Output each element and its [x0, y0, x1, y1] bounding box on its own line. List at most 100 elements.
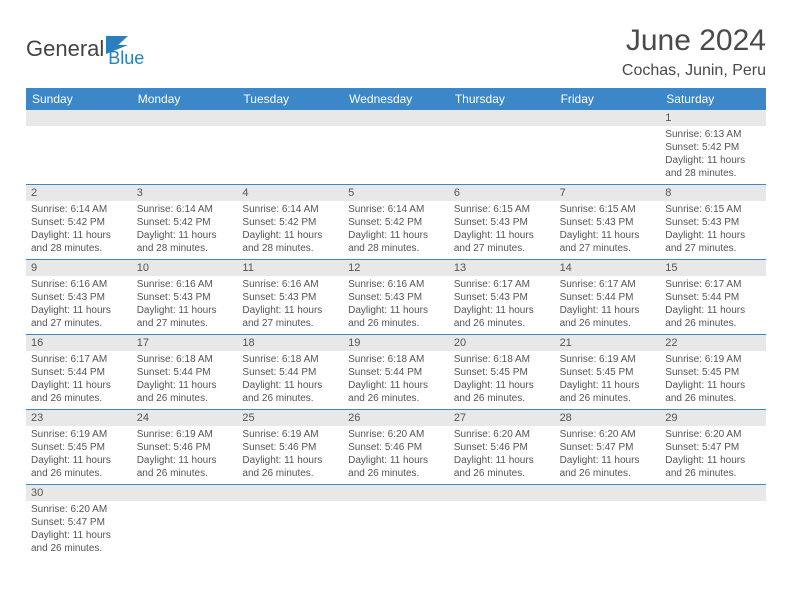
day-info: Sunrise: 6:17 AMSunset: 5:43 PMDaylight:…: [449, 276, 555, 334]
daylight-text: Daylight: 11 hours and 27 minutes.: [454, 229, 550, 255]
day-info: Sunrise: 6:19 AMSunset: 5:46 PMDaylight:…: [237, 426, 343, 484]
day-cell: 5Sunrise: 6:14 AMSunset: 5:42 PMDaylight…: [343, 185, 449, 259]
day-cell: [26, 110, 132, 184]
day-number: 28: [555, 410, 661, 426]
day-cell: 21Sunrise: 6:19 AMSunset: 5:45 PMDayligh…: [555, 335, 661, 409]
daylight-text: Daylight: 11 hours and 28 minutes.: [242, 229, 338, 255]
day-cell: 28Sunrise: 6:20 AMSunset: 5:47 PMDayligh…: [555, 410, 661, 484]
sunrise-text: Sunrise: 6:19 AM: [31, 428, 127, 441]
sunrise-text: Sunrise: 6:14 AM: [137, 203, 233, 216]
daylight-text: Daylight: 11 hours and 26 minutes.: [137, 379, 233, 405]
sunset-text: Sunset: 5:47 PM: [560, 441, 656, 454]
week-row: 30Sunrise: 6:20 AMSunset: 5:47 PMDayligh…: [26, 485, 766, 559]
day-info: Sunrise: 6:14 AMSunset: 5:42 PMDaylight:…: [132, 201, 238, 259]
sunrise-text: Sunrise: 6:15 AM: [665, 203, 761, 216]
daylight-text: Daylight: 11 hours and 26 minutes.: [348, 304, 444, 330]
week-row: 2Sunrise: 6:14 AMSunset: 5:42 PMDaylight…: [26, 185, 766, 260]
daylight-text: Daylight: 11 hours and 28 minutes.: [137, 229, 233, 255]
sunset-text: Sunset: 5:44 PM: [560, 291, 656, 304]
sunrise-text: Sunrise: 6:16 AM: [31, 278, 127, 291]
day-cell: 29Sunrise: 6:20 AMSunset: 5:47 PMDayligh…: [660, 410, 766, 484]
sunset-text: Sunset: 5:43 PM: [560, 216, 656, 229]
week-row: 16Sunrise: 6:17 AMSunset: 5:44 PMDayligh…: [26, 335, 766, 410]
daylight-text: Daylight: 11 hours and 26 minutes.: [31, 529, 127, 555]
day-info: Sunrise: 6:20 AMSunset: 5:47 PMDaylight:…: [26, 501, 132, 559]
sunset-text: Sunset: 5:43 PM: [454, 216, 550, 229]
day-number: 24: [132, 410, 238, 426]
daylight-text: Daylight: 11 hours and 26 minutes.: [665, 304, 761, 330]
day-number: [555, 110, 661, 126]
sunrise-text: Sunrise: 6:17 AM: [560, 278, 656, 291]
day-cell: 12Sunrise: 6:16 AMSunset: 5:43 PMDayligh…: [343, 260, 449, 334]
sunset-text: Sunset: 5:42 PM: [665, 141, 761, 154]
sunrise-text: Sunrise: 6:15 AM: [560, 203, 656, 216]
week-row: 23Sunrise: 6:19 AMSunset: 5:45 PMDayligh…: [26, 410, 766, 485]
calendar: SundayMondayTuesdayWednesdayThursdayFrid…: [26, 88, 766, 559]
day-number: 27: [449, 410, 555, 426]
sunrise-text: Sunrise: 6:19 AM: [137, 428, 233, 441]
sunset-text: Sunset: 5:46 PM: [137, 441, 233, 454]
sunrise-text: Sunrise: 6:14 AM: [242, 203, 338, 216]
day-number: [660, 485, 766, 501]
sunset-text: Sunset: 5:45 PM: [31, 441, 127, 454]
sunset-text: Sunset: 5:46 PM: [348, 441, 444, 454]
day-number: [555, 485, 661, 501]
weekday-header-cell: Monday: [132, 88, 238, 110]
sunrise-text: Sunrise: 6:20 AM: [348, 428, 444, 441]
logo-text-general: General: [26, 36, 104, 62]
sunrise-text: Sunrise: 6:14 AM: [31, 203, 127, 216]
day-cell: 20Sunrise: 6:18 AMSunset: 5:45 PMDayligh…: [449, 335, 555, 409]
day-cell: 10Sunrise: 6:16 AMSunset: 5:43 PMDayligh…: [132, 260, 238, 334]
weekday-header-cell: Saturday: [660, 88, 766, 110]
header: General Blue June 2024 Cochas, Junin, Pe…: [26, 24, 766, 80]
day-number: 13: [449, 260, 555, 276]
day-cell: 2Sunrise: 6:14 AMSunset: 5:42 PMDaylight…: [26, 185, 132, 259]
day-cell: [132, 485, 238, 559]
day-info: Sunrise: 6:16 AMSunset: 5:43 PMDaylight:…: [343, 276, 449, 334]
day-cell: 25Sunrise: 6:19 AMSunset: 5:46 PMDayligh…: [237, 410, 343, 484]
day-cell: 13Sunrise: 6:17 AMSunset: 5:43 PMDayligh…: [449, 260, 555, 334]
daylight-text: Daylight: 11 hours and 27 minutes.: [242, 304, 338, 330]
sunset-text: Sunset: 5:44 PM: [348, 366, 444, 379]
day-number: 14: [555, 260, 661, 276]
day-number: 10: [132, 260, 238, 276]
daylight-text: Daylight: 11 hours and 26 minutes.: [348, 379, 444, 405]
day-number: 25: [237, 410, 343, 426]
day-info: Sunrise: 6:15 AMSunset: 5:43 PMDaylight:…: [660, 201, 766, 259]
day-info: Sunrise: 6:20 AMSunset: 5:47 PMDaylight:…: [660, 426, 766, 484]
daylight-text: Daylight: 11 hours and 28 minutes.: [348, 229, 444, 255]
day-number: 6: [449, 185, 555, 201]
day-cell: [449, 110, 555, 184]
day-cell: 27Sunrise: 6:20 AMSunset: 5:46 PMDayligh…: [449, 410, 555, 484]
day-cell: 24Sunrise: 6:19 AMSunset: 5:46 PMDayligh…: [132, 410, 238, 484]
sunrise-text: Sunrise: 6:16 AM: [137, 278, 233, 291]
sunrise-text: Sunrise: 6:13 AM: [665, 128, 761, 141]
daylight-text: Daylight: 11 hours and 28 minutes.: [31, 229, 127, 255]
day-number: 29: [660, 410, 766, 426]
day-number: [343, 485, 449, 501]
day-info: Sunrise: 6:19 AMSunset: 5:45 PMDaylight:…: [26, 426, 132, 484]
sunset-text: Sunset: 5:43 PM: [242, 291, 338, 304]
day-number: 12: [343, 260, 449, 276]
day-cell: [132, 110, 238, 184]
sunset-text: Sunset: 5:43 PM: [454, 291, 550, 304]
day-cell: [660, 485, 766, 559]
day-cell: 3Sunrise: 6:14 AMSunset: 5:42 PMDaylight…: [132, 185, 238, 259]
day-cell: 17Sunrise: 6:18 AMSunset: 5:44 PMDayligh…: [132, 335, 238, 409]
day-cell: [555, 110, 661, 184]
sunrise-text: Sunrise: 6:16 AM: [242, 278, 338, 291]
day-number: 2: [26, 185, 132, 201]
sunset-text: Sunset: 5:46 PM: [454, 441, 550, 454]
day-number: 20: [449, 335, 555, 351]
day-number: 17: [132, 335, 238, 351]
sunset-text: Sunset: 5:45 PM: [665, 366, 761, 379]
sunrise-text: Sunrise: 6:18 AM: [454, 353, 550, 366]
day-number: [237, 110, 343, 126]
sunrise-text: Sunrise: 6:19 AM: [665, 353, 761, 366]
day-cell: [555, 485, 661, 559]
sunset-text: Sunset: 5:42 PM: [242, 216, 338, 229]
daylight-text: Daylight: 11 hours and 26 minutes.: [560, 454, 656, 480]
sunrise-text: Sunrise: 6:17 AM: [454, 278, 550, 291]
day-info: Sunrise: 6:20 AMSunset: 5:46 PMDaylight:…: [449, 426, 555, 484]
day-number: [343, 110, 449, 126]
